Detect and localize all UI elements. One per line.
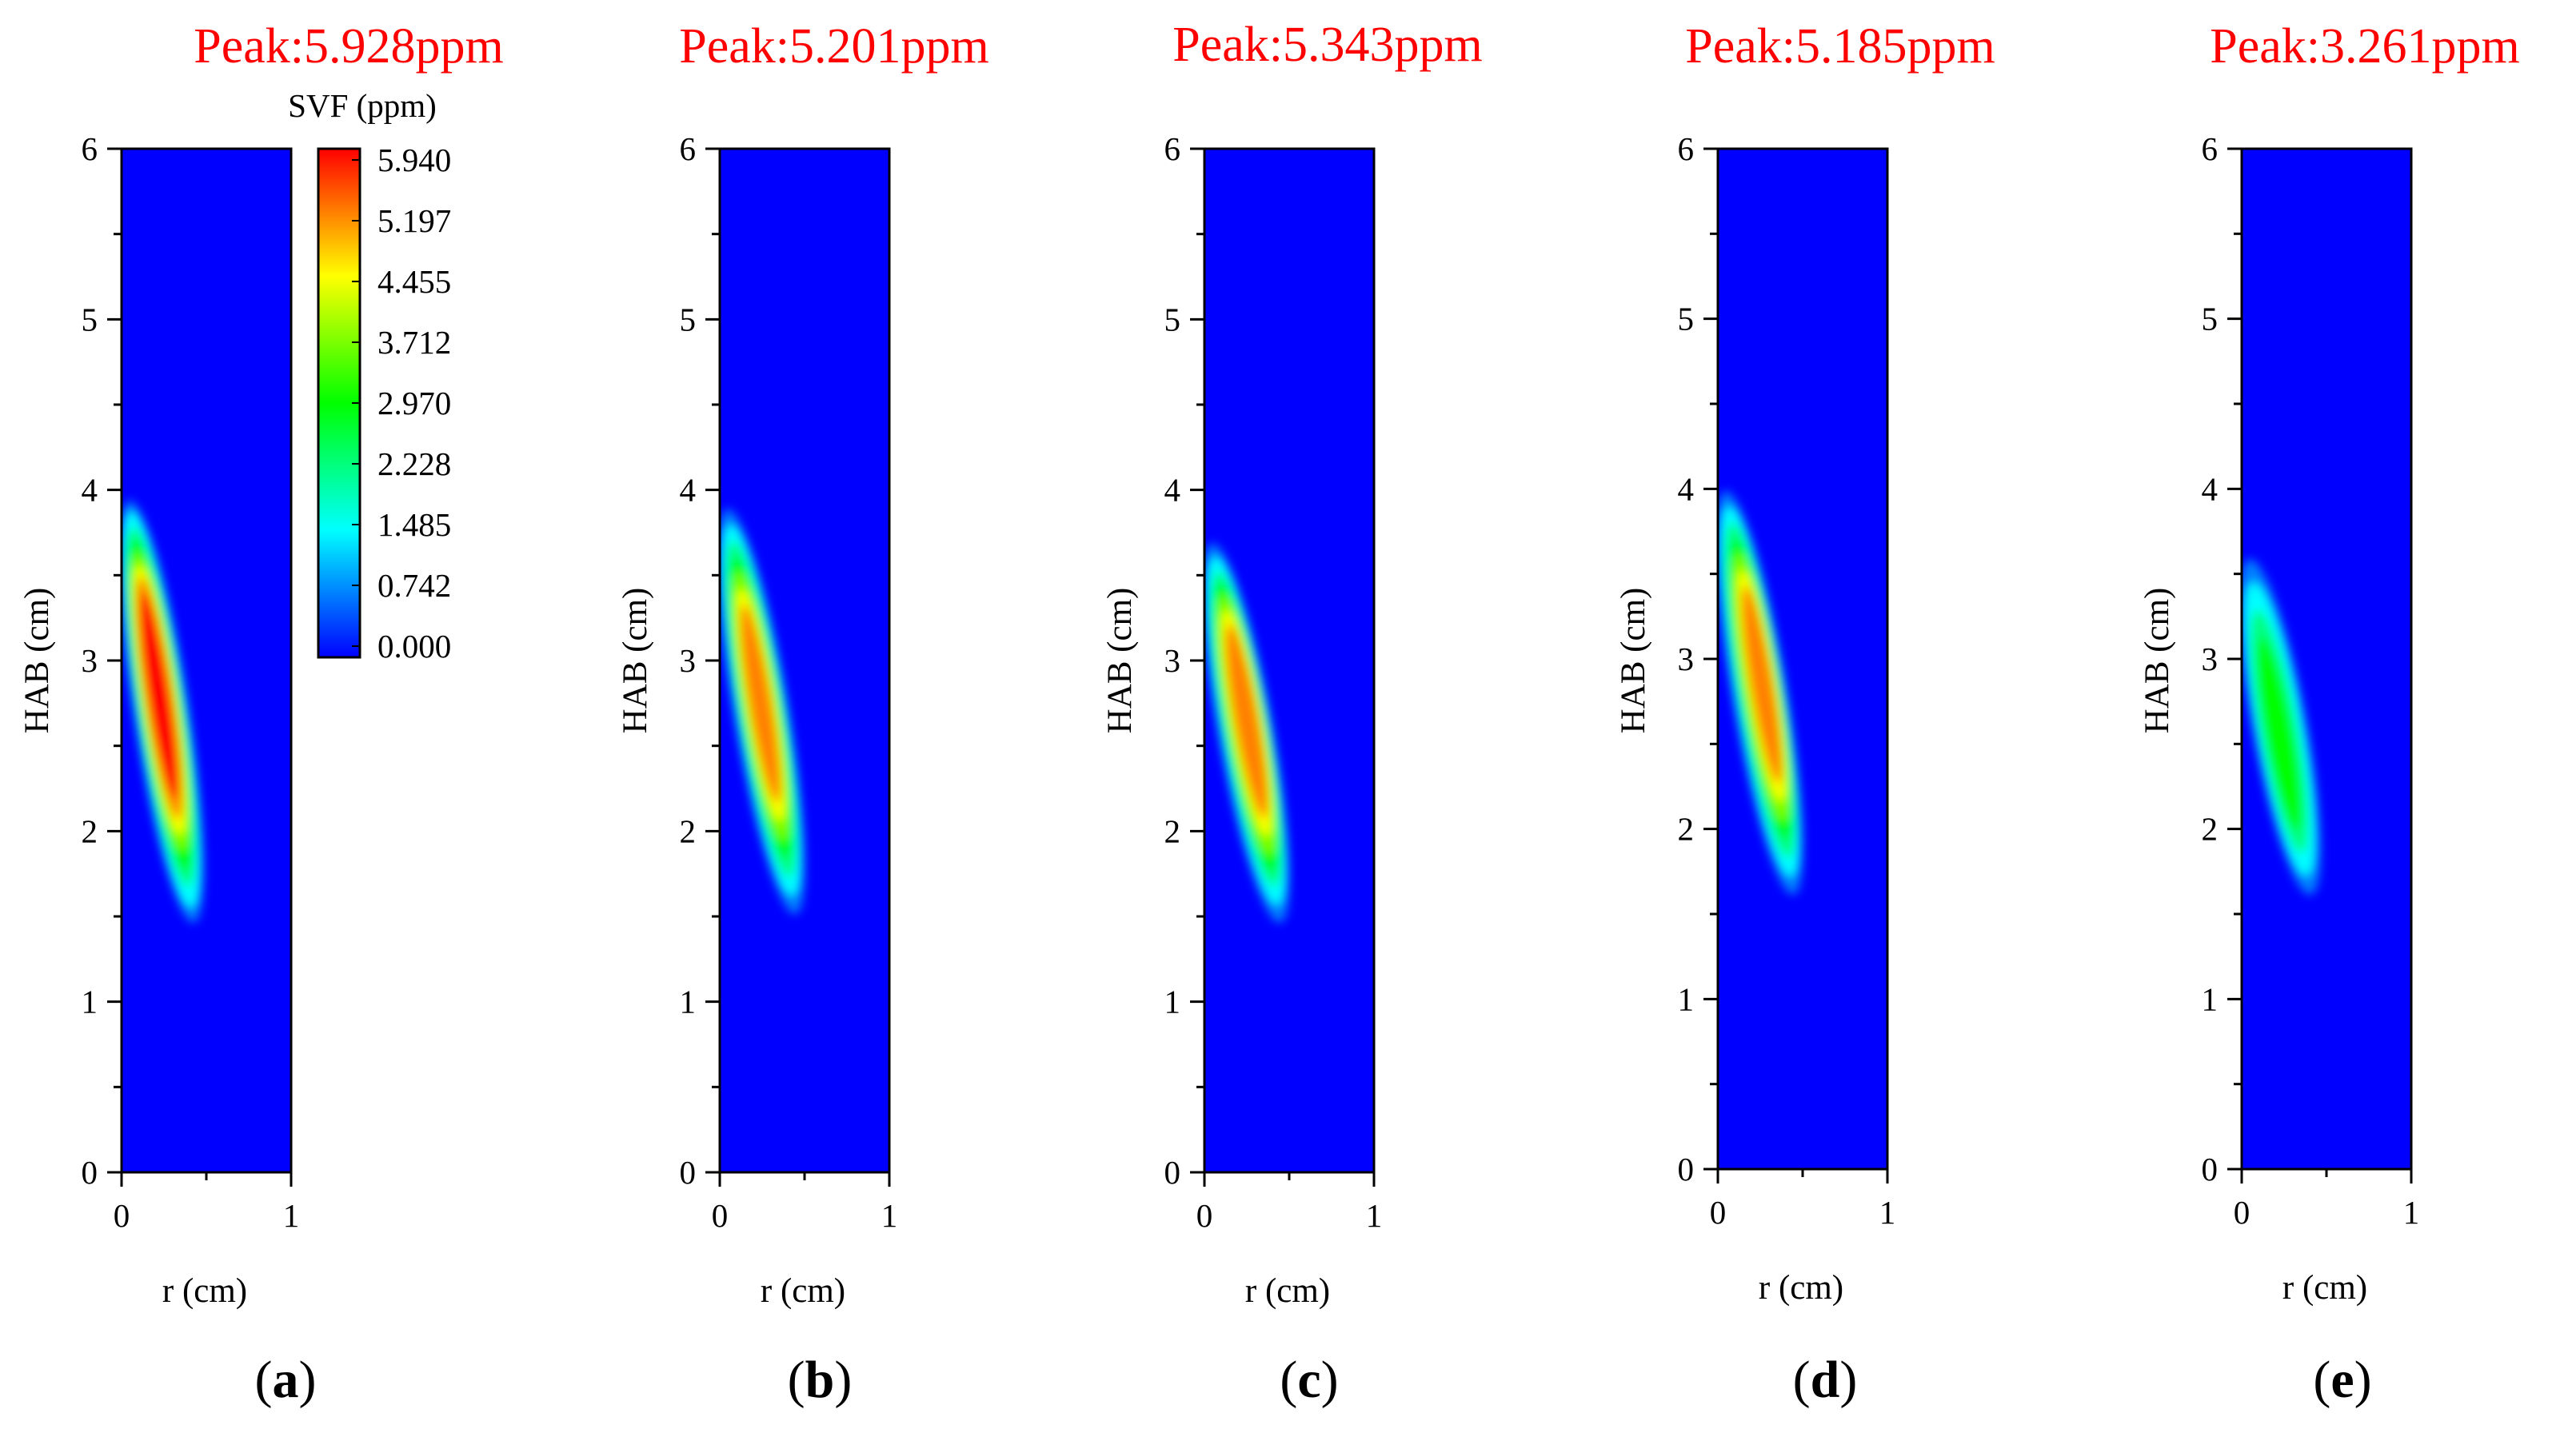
y-tick-label: 0 xyxy=(82,1154,98,1191)
x-axis-label: r (cm) xyxy=(1759,1269,1843,1307)
colorbar-tick-label: 2.228 xyxy=(377,445,451,482)
heatmap-plume xyxy=(720,509,805,915)
panel-caption: (b) xyxy=(788,1351,853,1409)
y-axis-label: HAB (cm) xyxy=(617,588,654,734)
panel-caption: (c) xyxy=(1280,1351,1338,1409)
heatmap-plume xyxy=(122,501,204,923)
y-tick-label: 2 xyxy=(1678,811,1695,848)
y-tick-label: 1 xyxy=(680,984,697,1020)
y-axis-label: HAB (cm) xyxy=(1615,588,1652,734)
panel-b: Peak:5.201ppm 0 1 2 3 4 5 6 0 1 r (cm) HAB (cm) (b) xyxy=(617,19,989,1409)
colorbar-tick-label: 1.485 xyxy=(377,506,451,543)
panel-a: Peak:5.928ppm 0 1 2 3 4 5 6 0 1 r (cm) HAB (cm) (a) xyxy=(18,19,504,1409)
colorbar-tick-label: 2.970 xyxy=(377,385,451,421)
y-tick-label: 4 xyxy=(2202,470,2219,507)
peak-title: Peak:5.928ppm xyxy=(194,19,503,74)
colorbar-tick-label: 0.000 xyxy=(377,628,451,665)
y-tick-label: 6 xyxy=(1678,130,1695,167)
colorbar-tick-label: 0.742 xyxy=(377,567,451,604)
y-tick-label: 5 xyxy=(1164,301,1181,337)
y-axis-label: HAB (cm) xyxy=(18,588,56,734)
x-axis-label: r (cm) xyxy=(162,1272,247,1310)
y-tick-label: 5 xyxy=(2202,301,2219,337)
y-tick-label: 5 xyxy=(1678,301,1695,337)
y-tick-label: 5 xyxy=(680,301,697,337)
colorbar-tick-label: 4.455 xyxy=(377,263,451,300)
plume-contour xyxy=(2261,656,2297,815)
x-tick-label: 0 xyxy=(1196,1197,1213,1234)
x-axis-label: r (cm) xyxy=(1245,1272,1330,1310)
colorbar: SVF (ppm) 5.940 5.197 4.455 3.712 2.970 2.228 1… xyxy=(288,87,451,665)
y-tick-label: 6 xyxy=(680,130,697,167)
y-tick-label: 3 xyxy=(1678,641,1695,677)
panel-e: Peak:3.261ppm 0 1 2 3 4 5 6 0 1 r (cm) HAB (cm) (e) xyxy=(2139,19,2520,1409)
y-tick-label: 5 xyxy=(82,301,98,337)
y-tick-label: 2 xyxy=(680,812,697,849)
colorbar-tick-label: 3.712 xyxy=(377,324,451,361)
panel-caption: (a) xyxy=(255,1351,317,1409)
y-tick-label: 1 xyxy=(1164,984,1181,1020)
y-tick-label: 3 xyxy=(1164,642,1181,679)
y-tick-label: 4 xyxy=(82,472,98,509)
x-tick-label: 0 xyxy=(712,1197,729,1234)
heatmap-plume xyxy=(1718,491,1803,895)
y-tick-label: 2 xyxy=(2202,811,2219,848)
y-tick-label: 6 xyxy=(2202,130,2219,167)
y-tick-label: 6 xyxy=(82,130,98,167)
plume-contour xyxy=(1743,589,1781,779)
y-tick-label: 1 xyxy=(82,984,98,1020)
y-tick-label: 1 xyxy=(2202,980,2219,1017)
x-tick-label: 0 xyxy=(114,1197,130,1234)
panel-caption: (e) xyxy=(2313,1351,2371,1409)
y-tick-label: 4 xyxy=(1164,472,1181,509)
heatmap-plume xyxy=(1204,543,1290,923)
peak-title: Peak:5.343ppm xyxy=(1172,18,1482,72)
x-tick-label: 1 xyxy=(2403,1194,2420,1231)
plume-contour xyxy=(1228,631,1266,809)
y-axis-label: HAB (cm) xyxy=(1101,588,1139,734)
y-tick-label: 0 xyxy=(1164,1154,1181,1191)
peak-title: Peak:3.261ppm xyxy=(2210,19,2519,74)
colorbar-title: SVF (ppm) xyxy=(288,87,437,124)
y-tick-label: 2 xyxy=(1164,812,1181,849)
peak-title: Peak:5.185ppm xyxy=(1685,19,1995,74)
x-tick-label: 0 xyxy=(1710,1194,1727,1231)
panel-c: Peak:5.343ppm 0 1 2 3 4 5 6 0 1 r (cm) HAB (cm) (c) xyxy=(1101,18,1483,1409)
y-tick-label: 1 xyxy=(1678,980,1695,1017)
x-tick-label: 1 xyxy=(881,1197,898,1234)
plume-contour xyxy=(140,596,178,793)
y-tick-label: 4 xyxy=(680,472,697,509)
y-tick-label: 0 xyxy=(2202,1151,2219,1188)
x-axis-label: r (cm) xyxy=(761,1272,845,1310)
plume-contour xyxy=(741,608,780,798)
colorbar-tick-label: 5.940 xyxy=(377,142,451,178)
x-tick-label: 1 xyxy=(283,1197,300,1234)
x-tick-label: 0 xyxy=(2234,1194,2251,1231)
x-tick-label: 1 xyxy=(1366,1197,1383,1234)
y-tick-label: 3 xyxy=(680,642,697,679)
y-axis-label: HAB (cm) xyxy=(2139,588,2176,734)
panel-d: Peak:5.185ppm 0 1 2 3 4 5 6 0 1 r (cm) HAB (cm) (d) xyxy=(1615,19,1995,1409)
y-tick-label: 2 xyxy=(82,812,98,849)
x-axis-label: r (cm) xyxy=(2282,1269,2367,1307)
y-tick-label: 3 xyxy=(2202,641,2219,677)
x-tick-label: 1 xyxy=(1879,1194,1896,1231)
y-tick-label: 3 xyxy=(82,642,98,679)
y-tick-label: 4 xyxy=(1678,470,1695,507)
panel-caption: (d) xyxy=(1793,1351,1858,1409)
peak-title: Peak:5.201ppm xyxy=(679,19,988,74)
y-tick-label: 0 xyxy=(680,1154,697,1191)
y-tick-label: 6 xyxy=(1164,130,1181,167)
colorbar-tick-label: 5.197 xyxy=(377,202,451,239)
y-tick-label: 0 xyxy=(1678,1151,1695,1188)
heatmap-plume xyxy=(2242,559,2321,896)
